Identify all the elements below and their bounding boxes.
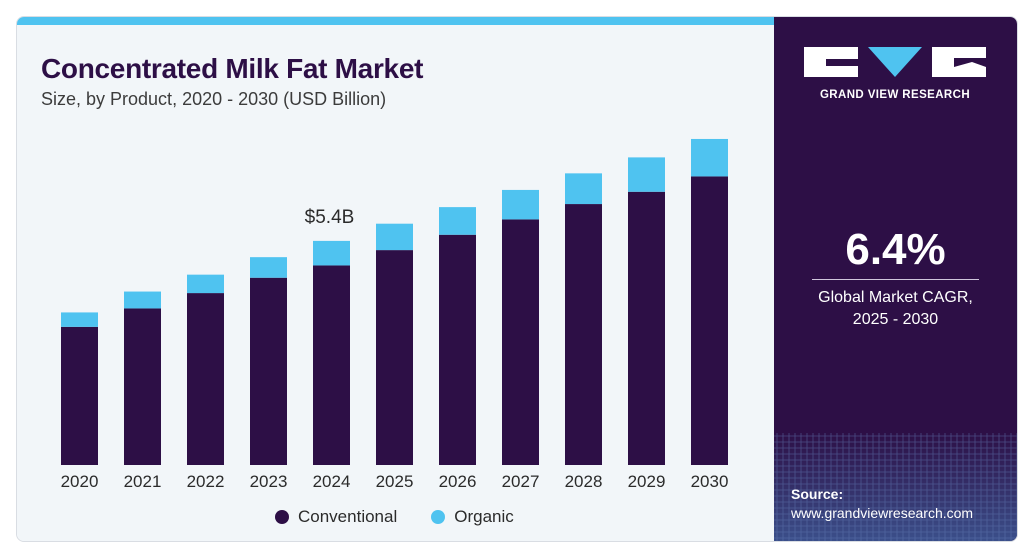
bar-organic-2028	[565, 173, 602, 205]
bar-conventional-2027	[502, 219, 539, 465]
bar-conventional-2028	[565, 204, 602, 466]
bar-organic-2024	[313, 240, 350, 266]
bar-organic-2023	[250, 257, 287, 278]
source-url[interactable]: www.grandviewresearch.com	[791, 505, 974, 521]
legend-swatch-conventional	[275, 510, 289, 524]
x-tick-label-2020: 2020	[61, 472, 99, 491]
data-label-2024: $5.4B	[305, 207, 355, 228]
chart-title: Concentrated Milk Fat Market	[41, 53, 424, 84]
bar-organic-2027	[502, 189, 539, 220]
bar-conventional-2025	[376, 250, 413, 465]
cagr-label-line2: 2025 - 2030	[852, 311, 939, 328]
bar-organic-2021	[124, 291, 161, 309]
source-note: Source: www.grandviewresearch.com	[791, 485, 973, 523]
x-tick-label-2023: 2023	[250, 472, 288, 491]
legend-item-organic: Organic	[431, 507, 514, 527]
bar-conventional-2026	[439, 234, 476, 465]
bar-conventional-2029	[628, 191, 665, 465]
brand-name: GRAND VIEW RESEARCH	[819, 89, 971, 101]
infographic-card: Concentrated Milk Fat Market Size, by Pr…	[16, 16, 1018, 542]
gvr-logo-icon	[804, 47, 986, 77]
divider	[812, 279, 979, 280]
bar-conventional-2022	[187, 293, 224, 465]
x-tick-label-2030: 2030	[691, 472, 729, 491]
bar-chart: 2020 2021 2022 2023 2024 $5.4B 2025 2026 2027 202…	[61, 138, 729, 491]
brand-logo: GRAND VIEW RESEARCH	[804, 47, 986, 101]
accent-bar	[17, 17, 774, 25]
legend-label-conventional: Conventional	[298, 507, 398, 526]
info-sidebar: GRAND VIEW RESEARCH 6.4% Global Market C…	[774, 17, 1017, 541]
legend-item-conventional: Conventional	[275, 507, 397, 527]
bar-organic-2022	[187, 274, 224, 294]
legend-label-organic: Organic	[454, 507, 514, 526]
x-tick-label-2029: 2029	[628, 472, 666, 491]
x-tick-label-2028: 2028	[565, 472, 603, 491]
chart-subtitle: Size, by Product, 2020 - 2030 (USD Billi…	[41, 89, 387, 109]
x-tick-label-2024: 2024	[313, 472, 351, 491]
bar-organic-2025	[376, 223, 413, 251]
x-tick-label-2026: 2026	[439, 472, 477, 491]
source-label: Source:	[791, 486, 844, 502]
x-tick-label-2022: 2022	[187, 472, 225, 491]
decorative-wave-pattern	[774, 433, 1017, 541]
cagr-label-line1: Global Market CAGR,	[818, 289, 973, 306]
bar-conventional-2020	[61, 326, 98, 465]
cagr-label: Global Market CAGR, 2025 - 2030	[774, 287, 1017, 331]
legend-swatch-organic	[431, 510, 446, 524]
x-tick-label-2027: 2027	[502, 472, 540, 491]
bar-conventional-2024	[313, 265, 350, 465]
chart-panel: Concentrated Milk Fat Market Size, by Pr…	[17, 25, 774, 541]
bar-conventional-2023	[250, 277, 287, 465]
x-tick-label-2025: 2025	[376, 472, 414, 491]
bar-conventional-2021	[124, 308, 161, 465]
cagr-value: 6.4%	[845, 225, 946, 274]
x-tick-label-2021: 2021	[124, 472, 162, 491]
chart-legend: Conventional Organic	[275, 507, 514, 527]
bar-organic-2020	[61, 312, 98, 327]
bar-organic-2029	[628, 157, 665, 192]
bar-organic-2030	[691, 138, 728, 177]
bar-organic-2026	[439, 207, 476, 235]
bar-conventional-2030	[691, 176, 728, 466]
